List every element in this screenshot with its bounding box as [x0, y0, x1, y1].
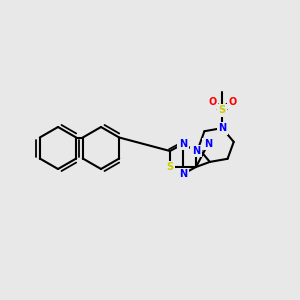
Text: N: N [192, 146, 200, 156]
Text: N: N [204, 139, 212, 149]
Text: N: N [218, 123, 226, 133]
Text: S: S [219, 105, 226, 115]
Text: N: N [179, 169, 187, 179]
Text: N: N [179, 139, 187, 149]
Text: O: O [228, 97, 236, 107]
Text: O: O [208, 97, 216, 107]
Text: S: S [167, 162, 174, 172]
